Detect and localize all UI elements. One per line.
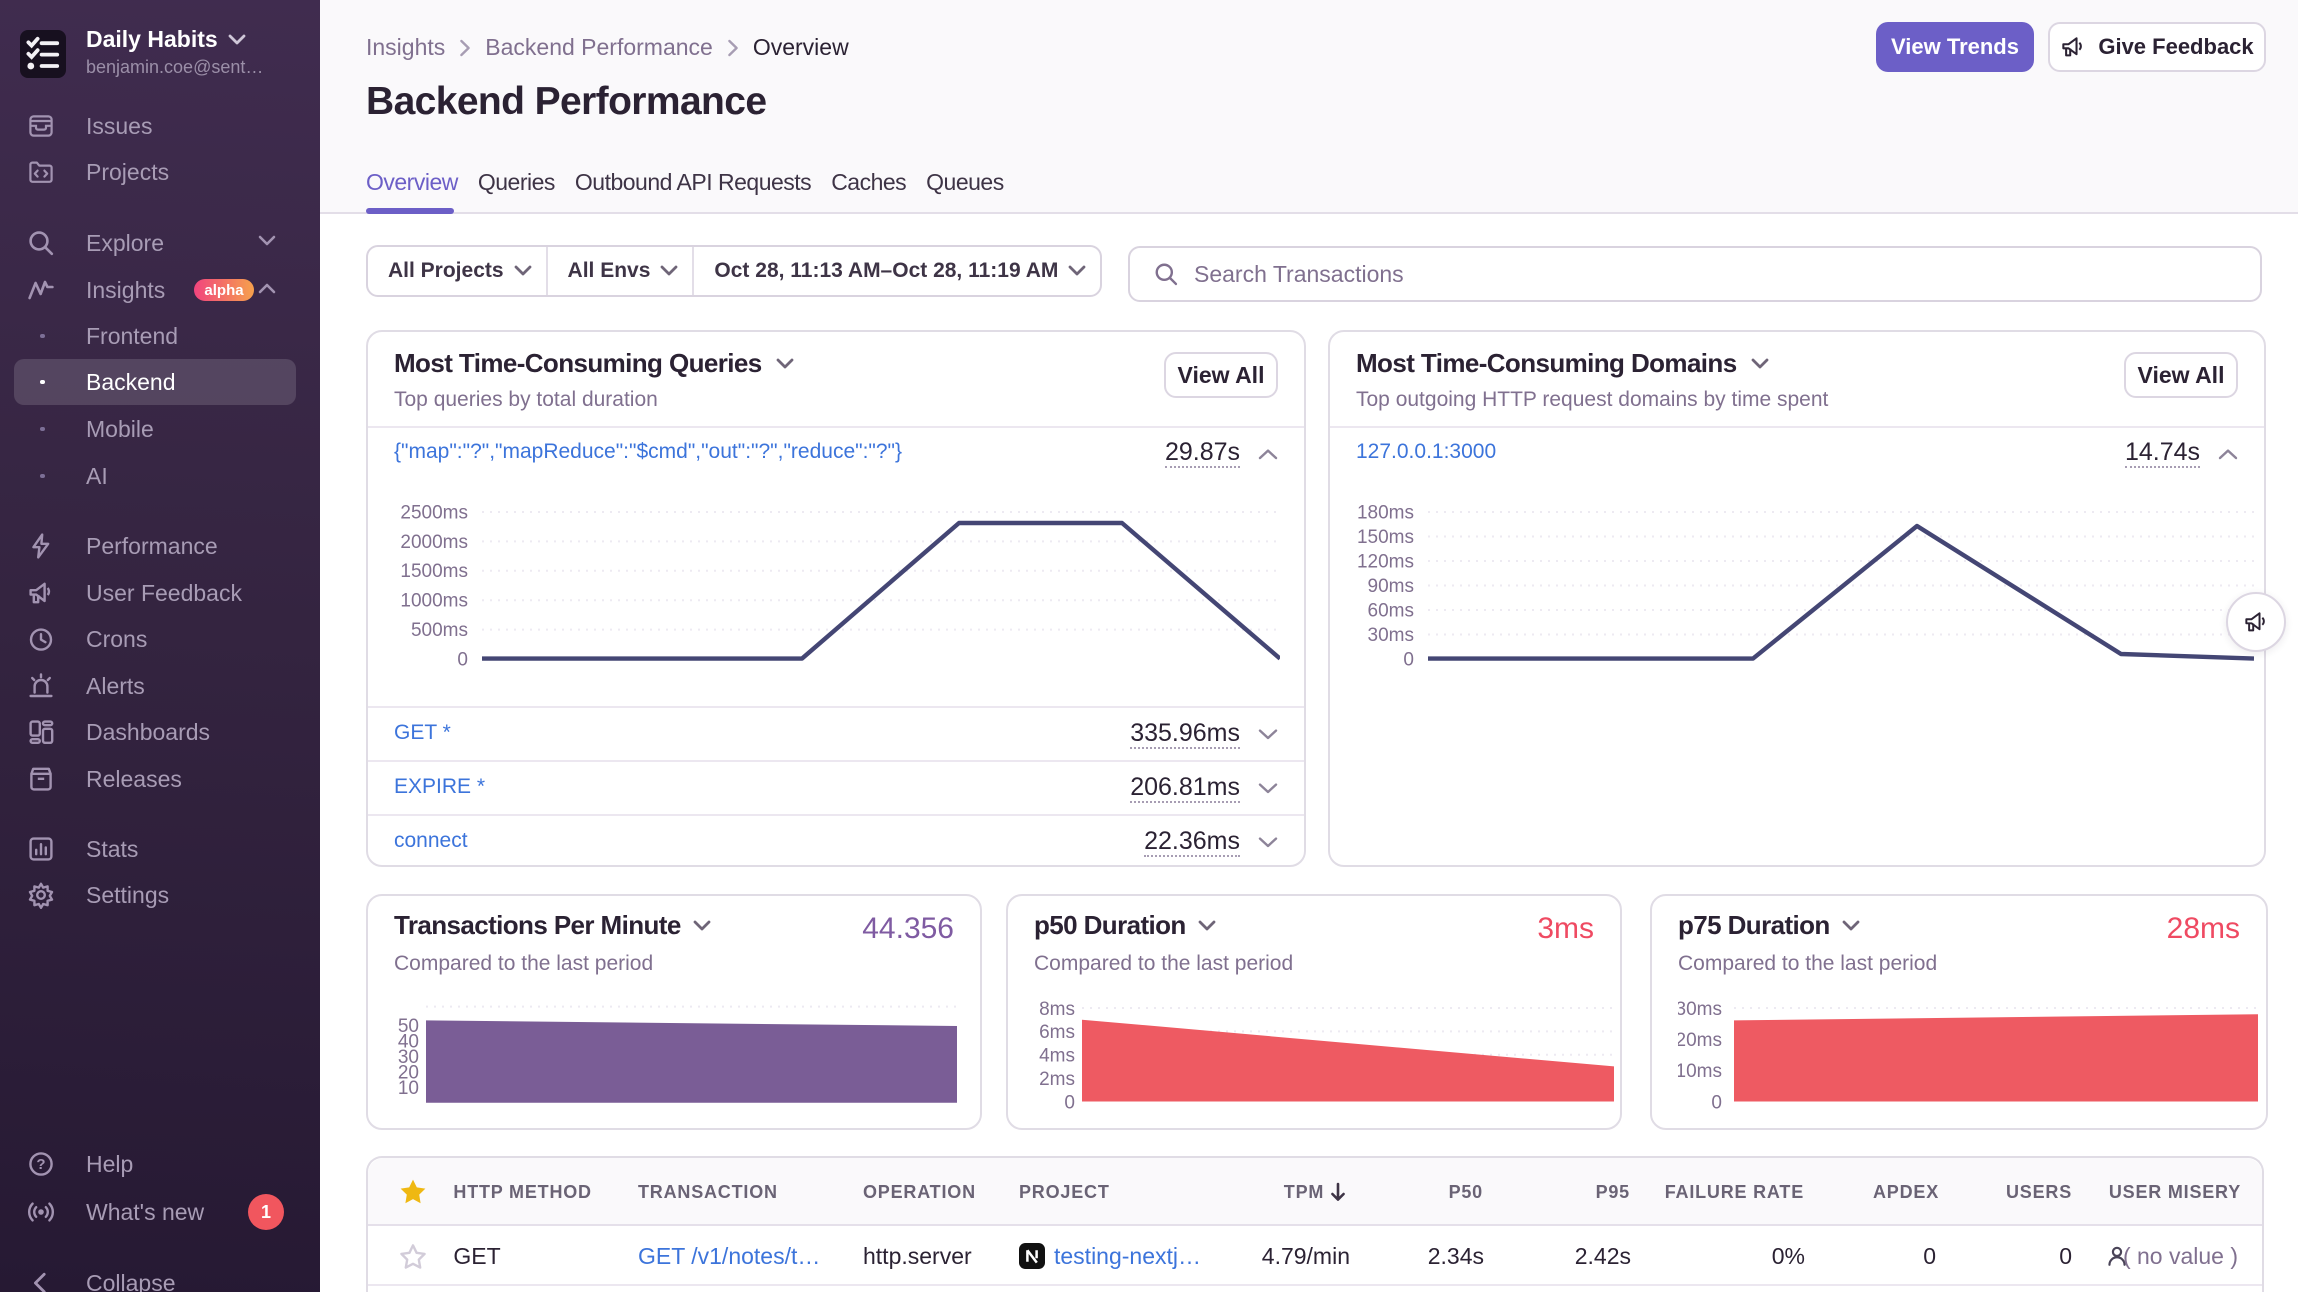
svg-text:1500ms: 1500ms xyxy=(400,561,468,582)
svg-text:90ms: 90ms xyxy=(1368,576,1414,597)
svg-text:30: 30 xyxy=(398,1047,419,1068)
svg-text:60ms: 60ms xyxy=(1368,600,1414,621)
svg-text:30ms: 30ms xyxy=(1368,625,1414,646)
svg-text:6ms: 6ms xyxy=(1039,1022,1075,1043)
svg-text:2500ms: 2500ms xyxy=(400,502,468,523)
svg-text:180ms: 180ms xyxy=(1357,502,1414,523)
svg-text:150ms: 150ms xyxy=(1357,527,1414,548)
svg-text:?: ? xyxy=(36,1156,45,1173)
svg-text:1000ms: 1000ms xyxy=(400,591,468,612)
svg-text:0: 0 xyxy=(1403,649,1414,670)
svg-text:8ms: 8ms xyxy=(1039,1000,1075,1020)
svg-text:20ms: 20ms xyxy=(1678,1030,1722,1051)
svg-text:120ms: 120ms xyxy=(1357,551,1414,572)
svg-text:0: 0 xyxy=(1711,1092,1722,1110)
svg-text:20: 20 xyxy=(398,1063,419,1084)
svg-text:0: 0 xyxy=(457,649,468,670)
svg-text:40: 40 xyxy=(398,1031,419,1052)
svg-text:50: 50 xyxy=(398,1016,419,1037)
svg-text:2000ms: 2000ms xyxy=(400,532,468,553)
svg-text:0: 0 xyxy=(1064,1092,1075,1110)
svg-text:4ms: 4ms xyxy=(1039,1046,1075,1067)
svg-text:30ms: 30ms xyxy=(1678,1000,1722,1020)
svg-text:2ms: 2ms xyxy=(1039,1069,1075,1090)
svg-text:10: 10 xyxy=(398,1078,419,1099)
svg-text:500ms: 500ms xyxy=(411,620,468,641)
svg-text:10ms: 10ms xyxy=(1678,1061,1722,1082)
